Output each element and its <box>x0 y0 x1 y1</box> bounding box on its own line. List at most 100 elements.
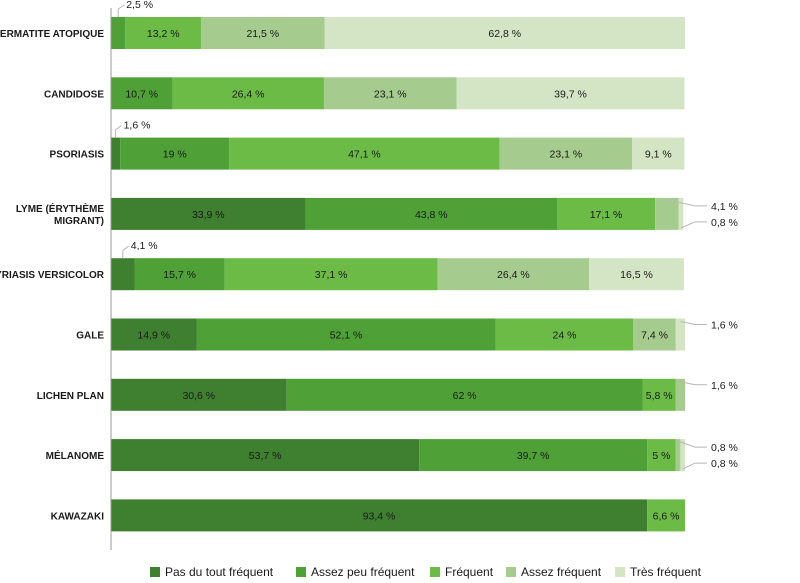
data-label: 10,7 % <box>125 88 158 100</box>
bar-segment <box>495 318 634 351</box>
data-label: 0,8 % <box>711 458 738 470</box>
data-label: 9,1 % <box>645 149 672 161</box>
bar-segment <box>111 499 648 532</box>
legend-label: Pas du tout fréquent <box>165 565 274 579</box>
leader-line <box>680 381 707 386</box>
bar-segment <box>419 439 648 472</box>
bar-segment <box>111 137 121 170</box>
data-label: 4,1 % <box>131 240 158 252</box>
data-label: 47,1 % <box>348 149 381 161</box>
leader-line <box>117 4 125 17</box>
legend-swatch <box>430 567 440 577</box>
bar-segment <box>224 258 438 291</box>
data-label: 62 % <box>453 390 477 402</box>
leader-line <box>122 245 130 259</box>
bar-segment <box>675 439 681 472</box>
data-label: 39,7 % <box>517 450 550 462</box>
bar-segment <box>196 318 496 351</box>
data-label: 26,4 % <box>497 269 530 281</box>
bar-segment <box>134 258 225 291</box>
data-label: 62,8 % <box>488 28 521 40</box>
bar-segment <box>632 137 685 170</box>
legend-label: Très fréquent <box>630 565 702 579</box>
data-label: 0,8 % <box>711 442 738 454</box>
data-label: 0,8 % <box>711 217 738 229</box>
bar-segment <box>125 17 202 49</box>
bar-segment <box>120 137 230 170</box>
bar-segment <box>678 197 684 230</box>
bar-segment <box>324 17 685 49</box>
data-label: 19 % <box>163 149 187 161</box>
bar-segment <box>675 318 685 351</box>
category-label: KAWAZAKI <box>51 511 105 522</box>
bar-segment <box>201 17 325 49</box>
legend-item: Très fréquent <box>615 565 702 579</box>
data-label: 37,1 % <box>315 269 348 281</box>
data-label: 7,4 % <box>641 330 668 342</box>
data-label: 6,6 % <box>653 510 680 522</box>
category-label: PSORIASIS <box>50 150 105 161</box>
bar-segment <box>647 499 685 532</box>
category-label: PITYRIASIS VERSICOLOR <box>0 270 105 281</box>
category-label: MÉLANOME <box>46 449 105 462</box>
category-label: LICHEN PLAN <box>37 391 104 402</box>
data-label: 17,1 % <box>590 209 623 221</box>
data-label: 5 % <box>652 450 670 462</box>
legend-label: Assez fréquent <box>521 565 602 579</box>
leader-line <box>680 221 707 229</box>
data-label: 23,1 % <box>550 149 583 161</box>
data-label: 33,9 % <box>192 209 225 221</box>
bar-segment <box>111 77 173 110</box>
bar-segment <box>680 439 685 472</box>
labels-layer: DERMATITE ATOPIQUE 13,2 % 21,5 % 62,8 % 2,5 … <box>0 0 738 522</box>
bars-layer <box>111 17 685 532</box>
bar-segment <box>675 378 685 411</box>
legend-swatch <box>506 567 516 577</box>
bar-segment <box>633 318 676 351</box>
data-label: 1,6 % <box>711 320 738 332</box>
legend-label: Fréquent <box>445 565 494 579</box>
bar-segment <box>286 378 643 411</box>
data-label: 26,4 % <box>232 88 265 100</box>
data-label: 53,7 % <box>249 450 282 462</box>
data-label: 30,6 % <box>182 390 215 402</box>
bar-segment <box>642 378 676 411</box>
legend-item: Assez fréquent <box>506 565 602 579</box>
category-label: CANDIDOSE <box>44 89 104 100</box>
bar-segment <box>111 258 135 291</box>
data-label: 4,1 % <box>711 201 738 213</box>
data-label: 21,5 % <box>246 28 279 40</box>
legend-item: Fréquent <box>430 565 494 579</box>
data-label: 15,7 % <box>163 269 196 281</box>
data-label: 52,1 % <box>330 330 363 342</box>
bar-segment <box>305 197 557 230</box>
bar-segment <box>647 439 676 472</box>
legend-swatch <box>150 567 160 577</box>
bar-segment <box>456 77 685 110</box>
data-label: 14,9 % <box>137 330 170 342</box>
bar-segment <box>589 258 684 291</box>
legend: Pas du tout fréquent Assez peu fréquent Fr… <box>150 565 702 579</box>
data-label: 13,2 % <box>147 28 180 40</box>
bar-segment <box>557 197 656 230</box>
data-label: 5,8 % <box>646 390 673 402</box>
leader-line <box>680 321 707 325</box>
leader-line <box>677 440 707 448</box>
data-label: 16,5 % <box>620 269 653 281</box>
bar-segment <box>655 197 679 230</box>
category-label: LYME (ÉRYTHÈME MIGRANT) <box>16 202 104 227</box>
bar-segment <box>111 439 420 472</box>
data-label: 1,6 % <box>711 380 738 392</box>
legend-label: Assez peu fréquent <box>311 565 415 579</box>
bar-segment <box>323 77 457 110</box>
bar-segment <box>437 258 590 291</box>
leader-line <box>682 462 707 470</box>
data-label: 24 % <box>552 330 576 342</box>
data-label: 43,8 % <box>415 209 448 221</box>
bar-segment <box>111 17 126 49</box>
data-label: 93,4 % <box>363 510 396 522</box>
data-label: 1,6 % <box>124 120 151 132</box>
leader-line <box>666 199 707 207</box>
bar-segment <box>499 137 633 170</box>
